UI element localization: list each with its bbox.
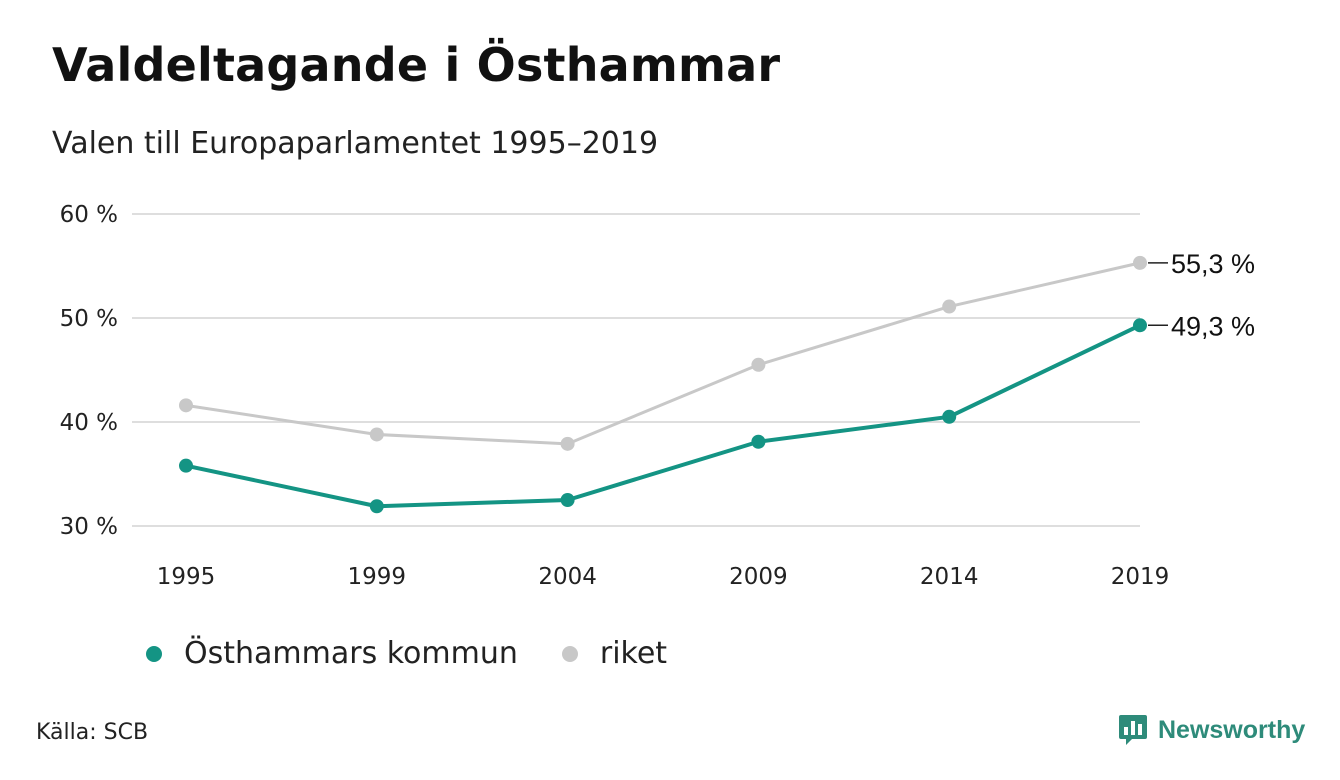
data-point-riket [942, 299, 957, 314]
data-point-riket [1133, 255, 1147, 270]
brand-name: Newsworthy [1158, 715, 1306, 744]
x-tick-label: 2019 [1111, 564, 1170, 590]
legend-marker-riket [561, 645, 578, 662]
legend-label-kommun: Östhammars kommun [184, 636, 518, 671]
data-point-kommun [1133, 318, 1147, 333]
data-point-kommun [369, 499, 384, 514]
data-point-riket [369, 427, 384, 442]
chart-title: Valdeltagande i Östhammar [52, 38, 781, 92]
x-tick-label: 2004 [538, 564, 597, 590]
legend-marker-kommun [146, 645, 162, 662]
data-point-kommun [942, 409, 957, 424]
x-tick-label: 2014 [920, 564, 979, 590]
legend-label-riket: riket [599, 636, 668, 671]
x-tick-label: 2009 [729, 564, 788, 590]
y-tick-label: 50 % [60, 306, 118, 332]
data-point-kommun [179, 458, 193, 473]
y-tick-label: 60 % [60, 202, 118, 228]
end-label-kommun: 49,3 % [1171, 311, 1255, 341]
brand-logo[interactable]: Newsworthy [1118, 714, 1305, 746]
newsworthy-logo-icon [1119, 715, 1147, 745]
data-point-riket [751, 357, 766, 372]
data-point-riket [179, 398, 193, 413]
chart-subtitle: Valen till Europaparlamentet 1995–2019 [52, 126, 659, 161]
y-tick-label: 30 % [60, 514, 118, 540]
legend-item-riket: riket [561, 636, 668, 671]
data-point-kommun [751, 434, 766, 449]
data-point-riket [560, 436, 575, 451]
legend: Östhammars kommun riket [146, 636, 711, 671]
legend-item-kommun: Östhammars kommun [146, 636, 518, 671]
series-line-kommun [184, 323, 1142, 509]
end-label-riket: 55,3 % [1171, 249, 1255, 279]
series-line-riket [184, 261, 1142, 446]
x-tick-label: 1995 [157, 564, 216, 590]
x-tick-label: 1999 [348, 564, 407, 590]
y-tick-label: 40 % [60, 410, 118, 436]
data-point-kommun [560, 493, 575, 507]
source-note: Källa: SCB [36, 720, 149, 745]
